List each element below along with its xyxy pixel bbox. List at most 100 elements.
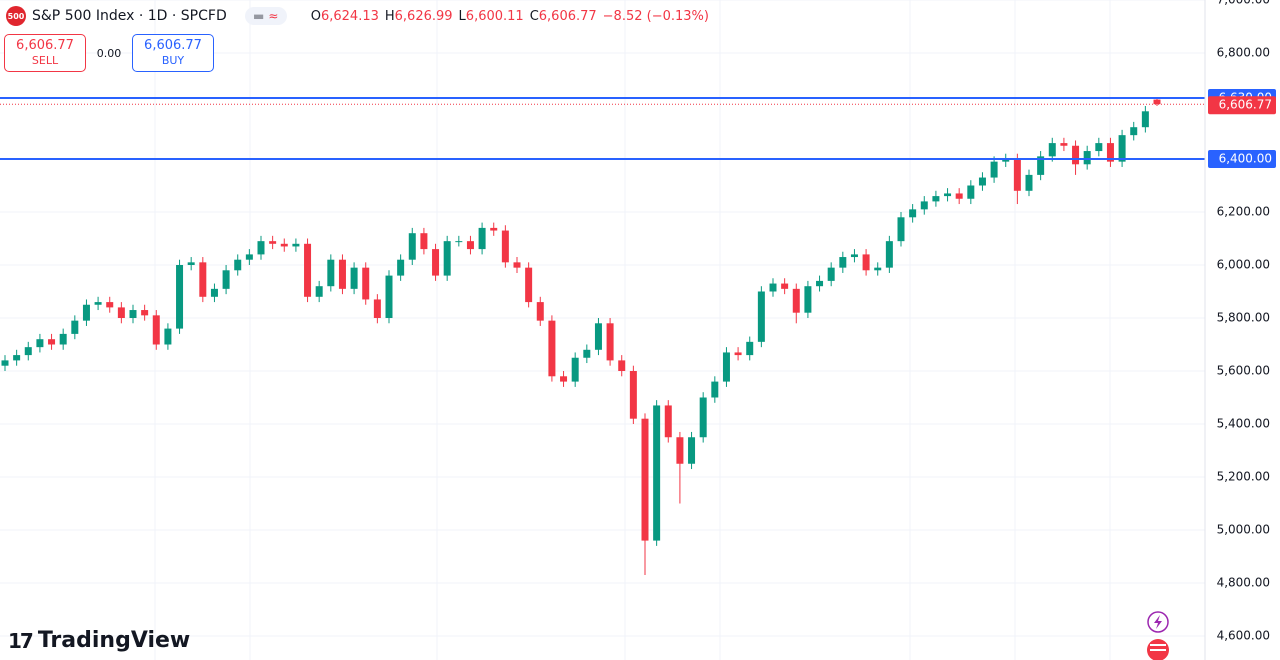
price-tag-label: 6,400.00 bbox=[1219, 151, 1272, 165]
ohlc-value: 6,600.11 bbox=[465, 8, 524, 24]
candle-body bbox=[478, 227, 486, 250]
candle-body bbox=[501, 230, 509, 263]
candle-body bbox=[141, 310, 149, 316]
buy-button[interactable]: 6,606.77 BUY bbox=[132, 34, 214, 72]
candle-body bbox=[757, 291, 765, 342]
candle-body bbox=[1037, 156, 1045, 175]
candle-body bbox=[466, 241, 474, 250]
candle-body bbox=[932, 196, 940, 202]
trade-buttons: 6,606.77 SELL 0.00 6,606.77 BUY bbox=[4, 34, 214, 72]
y-tick-label: 4,600.00 bbox=[1217, 628, 1270, 642]
y-tick-label: 5,400.00 bbox=[1217, 416, 1270, 430]
candle-body bbox=[618, 360, 626, 371]
candle-body bbox=[909, 209, 917, 218]
candle-body bbox=[129, 310, 137, 318]
last-price-tag bbox=[1208, 96, 1276, 115]
candle-body bbox=[164, 328, 172, 345]
candle-body bbox=[606, 323, 614, 361]
candle-body bbox=[548, 320, 556, 377]
candle-body bbox=[885, 241, 893, 268]
symbol[interactable]: S&P 500 Index · 1D · SPCFD bbox=[32, 8, 227, 24]
candle-body bbox=[525, 267, 533, 303]
candle-body bbox=[397, 259, 405, 276]
candle-body bbox=[350, 267, 358, 289]
plot bbox=[0, 97, 1205, 576]
candle-body bbox=[280, 243, 288, 247]
candle-body bbox=[560, 376, 568, 382]
ohlc-item: L6,600.11 bbox=[459, 9, 524, 24]
candle-body bbox=[583, 349, 591, 358]
candle-body bbox=[420, 233, 428, 250]
candle-body bbox=[71, 320, 79, 334]
y-tick-label: 5,600.00 bbox=[1217, 363, 1270, 377]
candle-body bbox=[641, 418, 649, 541]
candle-body bbox=[1002, 158, 1010, 162]
candle-body bbox=[664, 405, 672, 438]
candle-body bbox=[222, 270, 230, 289]
candle-body bbox=[990, 161, 998, 178]
candle-body bbox=[1153, 99, 1161, 105]
candle-body bbox=[152, 315, 160, 345]
candle-body bbox=[210, 288, 218, 297]
candle-body bbox=[304, 243, 312, 297]
candle-body bbox=[338, 259, 346, 289]
candle-body bbox=[455, 241, 463, 243]
candle-body bbox=[536, 302, 544, 321]
y-tick-label: 6,800.00 bbox=[1217, 45, 1270, 59]
price-tag bbox=[1208, 149, 1276, 168]
symbol-badge: 500 bbox=[6, 6, 26, 26]
candle-body bbox=[594, 323, 602, 350]
candle-body bbox=[315, 286, 323, 297]
y-tick-label: 5,200.00 bbox=[1217, 469, 1270, 483]
candle-body bbox=[1095, 143, 1103, 152]
spread: 0.00 bbox=[96, 46, 122, 60]
candle-body bbox=[734, 352, 742, 356]
candle-body bbox=[432, 249, 440, 276]
change: −8.52 (−0.13%) bbox=[602, 8, 709, 24]
last-price-label: 6,606.77 bbox=[1219, 98, 1272, 112]
y-tick-label: 5,800.00 bbox=[1217, 310, 1270, 324]
ohlc-item: O6,624.13 bbox=[311, 9, 379, 24]
candle-body bbox=[1060, 143, 1068, 146]
candle-body bbox=[48, 339, 56, 345]
ohlc-key: H bbox=[384, 8, 395, 24]
sell-button[interactable]: 6,606.77 SELL bbox=[4, 34, 86, 72]
ohlc-key: C bbox=[529, 8, 539, 24]
candle-body bbox=[1, 360, 9, 366]
sell-label: SELL bbox=[31, 54, 59, 67]
candle-body bbox=[688, 437, 696, 464]
candle-body bbox=[373, 299, 381, 318]
candle-body bbox=[82, 304, 90, 321]
candle-body bbox=[1106, 143, 1114, 162]
candle-body bbox=[781, 283, 789, 289]
candle-body bbox=[653, 405, 661, 541]
candle-body bbox=[862, 254, 870, 271]
ohlc-value: 6,624.13 bbox=[320, 8, 379, 24]
price-axis: 7,000.00 6,800.00 6,200.00 6,000.00 5,800.00… bbox=[1204, 0, 1276, 660]
ohlc-key: O bbox=[310, 8, 321, 24]
candle-body bbox=[1130, 127, 1138, 136]
candle-body bbox=[234, 259, 242, 271]
candle-body bbox=[106, 302, 114, 308]
candle-body bbox=[408, 233, 416, 260]
buy-price: 6,606.77 bbox=[144, 38, 202, 53]
candle-body bbox=[920, 201, 928, 210]
candle-body bbox=[385, 275, 393, 318]
candle-body bbox=[1141, 111, 1149, 128]
candle-body bbox=[13, 355, 21, 361]
candle-body bbox=[490, 227, 498, 231]
candle-body bbox=[978, 177, 986, 186]
candle-body bbox=[571, 357, 579, 382]
logo[interactable]: 17 TradingView bbox=[8, 628, 190, 653]
status-pill[interactable]: ▬ ≈ bbox=[244, 7, 287, 25]
candle-body bbox=[1072, 145, 1080, 165]
candle-body bbox=[816, 280, 824, 287]
candle-body bbox=[327, 259, 335, 287]
candle-body bbox=[443, 241, 451, 276]
candle-body bbox=[699, 397, 707, 438]
ohlc: O6,624.13 H6,626.99 L6,600.11 C6,606.77 bbox=[311, 9, 603, 24]
ohlc-item: C6,606.77 bbox=[530, 9, 597, 24]
candle-body bbox=[513, 262, 521, 268]
